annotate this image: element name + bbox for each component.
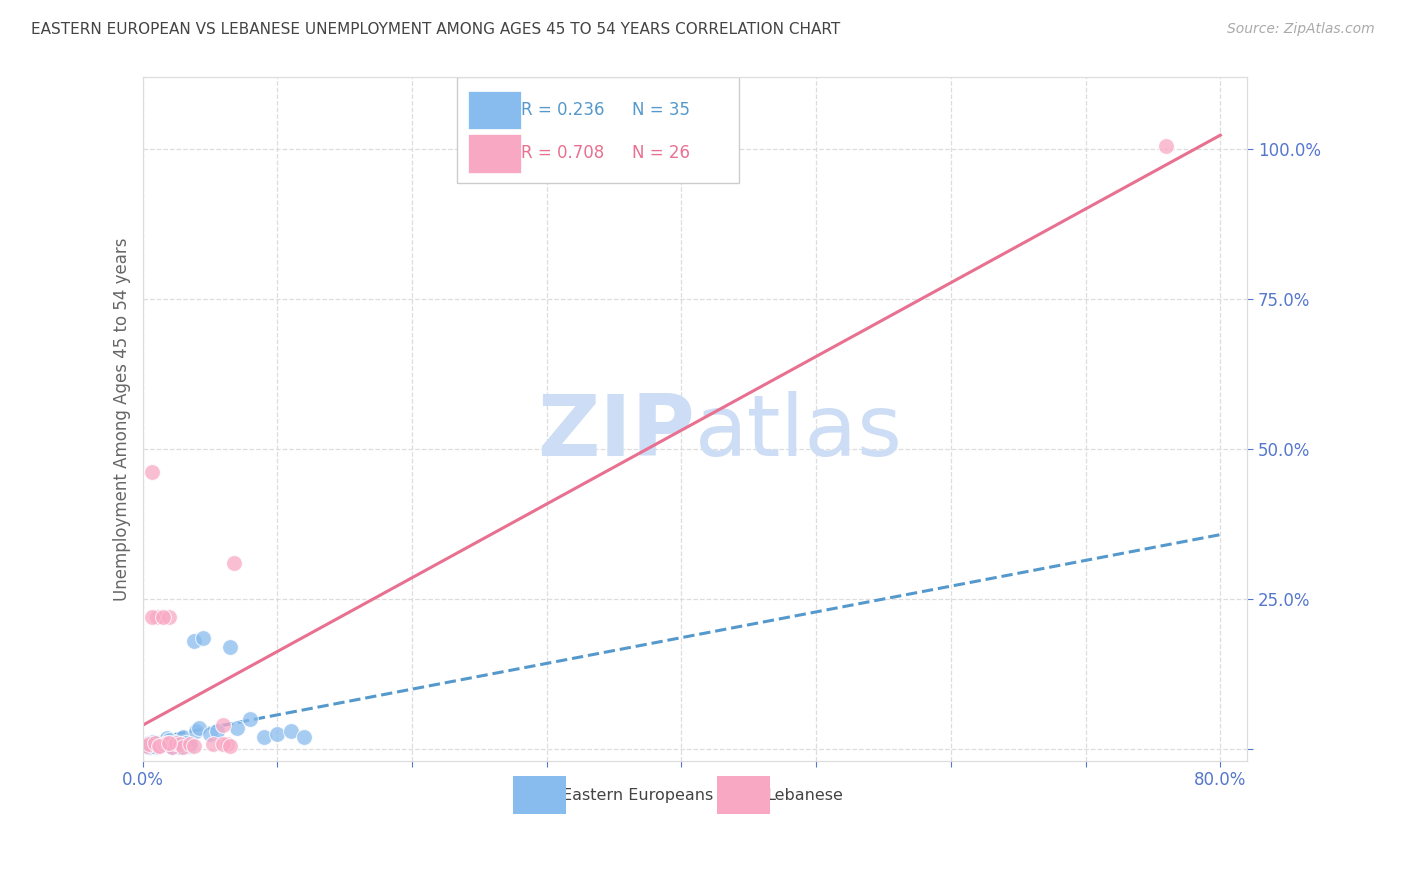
Point — [266, 727, 288, 741]
Point — [212, 718, 235, 732]
Point — [153, 737, 176, 751]
Point — [138, 740, 160, 755]
Point — [153, 736, 176, 750]
FancyBboxPatch shape — [457, 78, 740, 184]
Point — [138, 736, 160, 750]
Point — [148, 739, 170, 753]
Point — [159, 610, 181, 624]
Point — [141, 610, 163, 624]
Point — [225, 721, 247, 735]
Point — [188, 721, 211, 735]
Point — [135, 737, 157, 751]
Point — [135, 739, 157, 753]
Point — [142, 735, 165, 749]
Y-axis label: Unemployment Among Ages 45 to 54 years: Unemployment Among Ages 45 to 54 years — [114, 237, 131, 601]
Text: EASTERN EUROPEAN VS LEBANESE UNEMPLOYMENT AMONG AGES 45 TO 54 YEARS CORRELATION : EASTERN EUROPEAN VS LEBANESE UNEMPLOYMEN… — [31, 22, 841, 37]
Point — [160, 740, 183, 755]
Point — [138, 737, 160, 751]
Point — [156, 731, 179, 746]
Text: R = 0.236: R = 0.236 — [522, 101, 605, 120]
Point — [212, 737, 235, 751]
Point — [134, 739, 156, 753]
Point — [174, 736, 197, 750]
FancyBboxPatch shape — [468, 135, 522, 173]
Point — [169, 737, 191, 751]
Point — [292, 730, 315, 744]
Point — [217, 737, 239, 751]
FancyBboxPatch shape — [468, 91, 522, 129]
Point — [159, 736, 181, 750]
Text: R = 0.708: R = 0.708 — [522, 145, 605, 162]
Point — [152, 610, 174, 624]
Point — [148, 739, 170, 753]
FancyBboxPatch shape — [513, 776, 565, 814]
Point — [198, 727, 221, 741]
Point — [145, 736, 167, 750]
Point — [219, 640, 242, 654]
Point — [179, 739, 201, 753]
Point — [219, 739, 242, 753]
Point — [253, 730, 276, 744]
Point — [239, 712, 262, 726]
Point — [159, 733, 181, 747]
Point — [280, 724, 302, 739]
Point — [165, 736, 187, 750]
Point — [136, 740, 159, 755]
Point — [205, 724, 228, 739]
Point — [169, 740, 191, 755]
Point — [143, 737, 166, 751]
Point — [141, 739, 163, 753]
Point — [179, 737, 201, 751]
Text: ZIP: ZIP — [537, 392, 695, 475]
FancyBboxPatch shape — [717, 776, 770, 814]
Point — [160, 739, 183, 754]
Point — [183, 739, 205, 753]
Point — [142, 739, 165, 753]
Point — [224, 556, 246, 570]
Point — [191, 631, 214, 645]
Point — [172, 730, 194, 744]
Point — [149, 739, 172, 753]
Point — [150, 738, 173, 752]
Text: Source: ZipAtlas.com: Source: ZipAtlas.com — [1227, 22, 1375, 37]
Text: N = 26: N = 26 — [631, 145, 690, 162]
Point — [1156, 139, 1178, 153]
Text: N = 35: N = 35 — [631, 101, 690, 120]
Point — [183, 634, 205, 648]
Text: Lebanese: Lebanese — [766, 788, 844, 803]
Point — [172, 739, 194, 754]
Point — [165, 735, 187, 749]
Point — [146, 610, 169, 624]
Point — [146, 740, 169, 755]
Text: atlas: atlas — [695, 392, 903, 475]
Point — [201, 737, 224, 751]
Point — [156, 736, 179, 750]
Point — [186, 724, 208, 739]
Point — [143, 736, 166, 750]
Text: Eastern Europeans: Eastern Europeans — [562, 788, 714, 803]
Point — [141, 465, 163, 479]
